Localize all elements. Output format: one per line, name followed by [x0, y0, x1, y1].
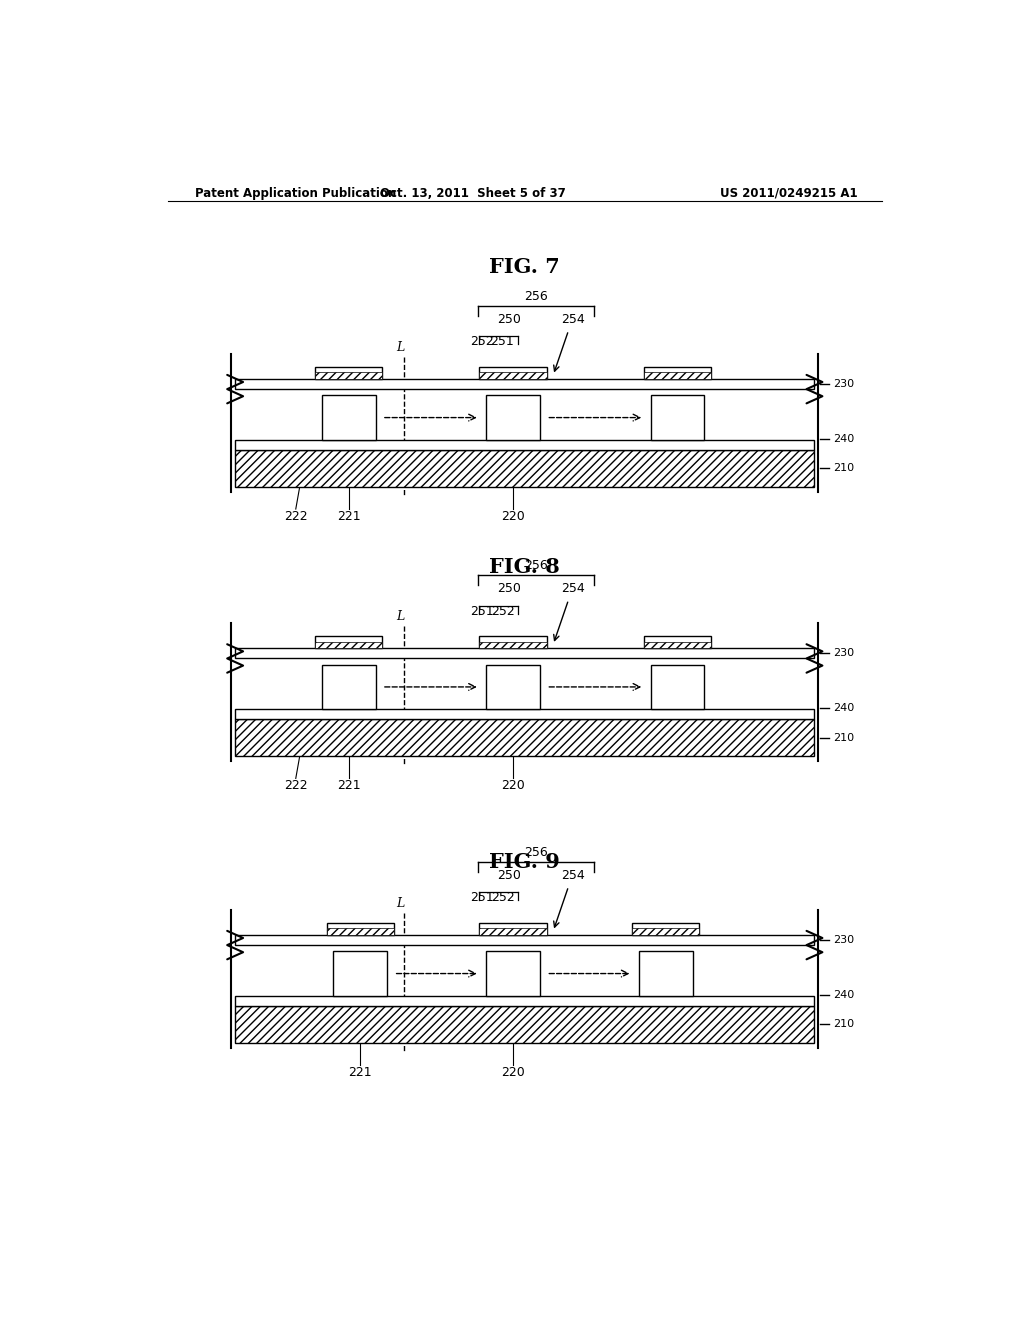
Text: 240: 240 — [834, 990, 855, 999]
Text: L: L — [396, 610, 404, 623]
Text: 230: 230 — [834, 648, 855, 659]
Text: 210: 210 — [834, 1019, 855, 1030]
Bar — [236, 440, 814, 450]
Bar — [315, 372, 382, 379]
Text: 222: 222 — [284, 510, 307, 523]
Text: US 2011/0249215 A1: US 2011/0249215 A1 — [721, 187, 858, 199]
Bar — [632, 923, 699, 935]
Text: 221: 221 — [348, 1067, 372, 1078]
Text: Patent Application Publication: Patent Application Publication — [196, 187, 396, 199]
Bar — [236, 995, 814, 1006]
Bar — [334, 952, 387, 995]
Bar — [327, 923, 394, 935]
Text: 250: 250 — [497, 582, 521, 595]
Text: 252: 252 — [492, 605, 515, 618]
Bar — [486, 952, 540, 995]
Text: 252: 252 — [492, 891, 515, 904]
Bar — [315, 367, 382, 379]
Bar — [639, 952, 692, 995]
Bar — [644, 636, 712, 648]
Text: 220: 220 — [501, 510, 525, 523]
Text: FIG. 7: FIG. 7 — [489, 257, 560, 277]
Text: 256: 256 — [524, 560, 548, 572]
Text: Oct. 13, 2011  Sheet 5 of 37: Oct. 13, 2011 Sheet 5 of 37 — [380, 187, 566, 199]
Bar — [315, 642, 382, 648]
Bar — [644, 367, 712, 379]
Bar — [650, 395, 705, 440]
Bar — [644, 642, 712, 648]
Text: 252: 252 — [470, 335, 494, 348]
Bar — [236, 719, 814, 756]
Bar — [236, 935, 814, 945]
Bar — [486, 664, 540, 709]
Text: 230: 230 — [834, 379, 855, 389]
Text: 210: 210 — [834, 733, 855, 743]
Text: L: L — [396, 896, 404, 909]
Text: 221: 221 — [337, 779, 360, 792]
Text: FIG. 9: FIG. 9 — [489, 851, 560, 871]
Text: 220: 220 — [501, 779, 525, 792]
Text: 220: 220 — [501, 1067, 525, 1078]
Bar — [236, 1006, 814, 1043]
Bar — [315, 636, 382, 648]
Bar — [632, 928, 699, 935]
Bar — [322, 664, 376, 709]
Text: 254: 254 — [561, 582, 585, 595]
Bar — [479, 636, 547, 648]
Bar — [479, 372, 547, 379]
Bar — [236, 450, 814, 487]
Text: 222: 222 — [284, 779, 307, 792]
Bar — [479, 642, 547, 648]
Text: 250: 250 — [497, 869, 521, 882]
Bar — [650, 664, 705, 709]
Bar — [322, 395, 376, 440]
Text: 256: 256 — [524, 289, 548, 302]
Text: 254: 254 — [561, 313, 585, 326]
Text: 251: 251 — [470, 605, 494, 618]
Text: 251: 251 — [489, 335, 513, 348]
Text: 254: 254 — [561, 869, 585, 882]
Text: L: L — [396, 341, 404, 354]
Bar — [236, 648, 814, 659]
Text: 250: 250 — [497, 313, 521, 326]
Text: 210: 210 — [834, 463, 855, 474]
Bar — [236, 379, 814, 389]
Bar — [327, 928, 394, 935]
Text: 230: 230 — [834, 935, 855, 945]
Bar — [486, 395, 540, 440]
Text: 240: 240 — [834, 704, 855, 713]
Text: FIG. 8: FIG. 8 — [489, 557, 560, 577]
Bar — [236, 709, 814, 719]
Bar — [479, 923, 547, 935]
Text: 221: 221 — [337, 510, 360, 523]
Bar — [644, 372, 712, 379]
Text: 240: 240 — [834, 434, 855, 444]
Bar — [479, 367, 547, 379]
Text: 251: 251 — [470, 891, 494, 904]
Text: 256: 256 — [524, 846, 548, 859]
Bar — [479, 928, 547, 935]
